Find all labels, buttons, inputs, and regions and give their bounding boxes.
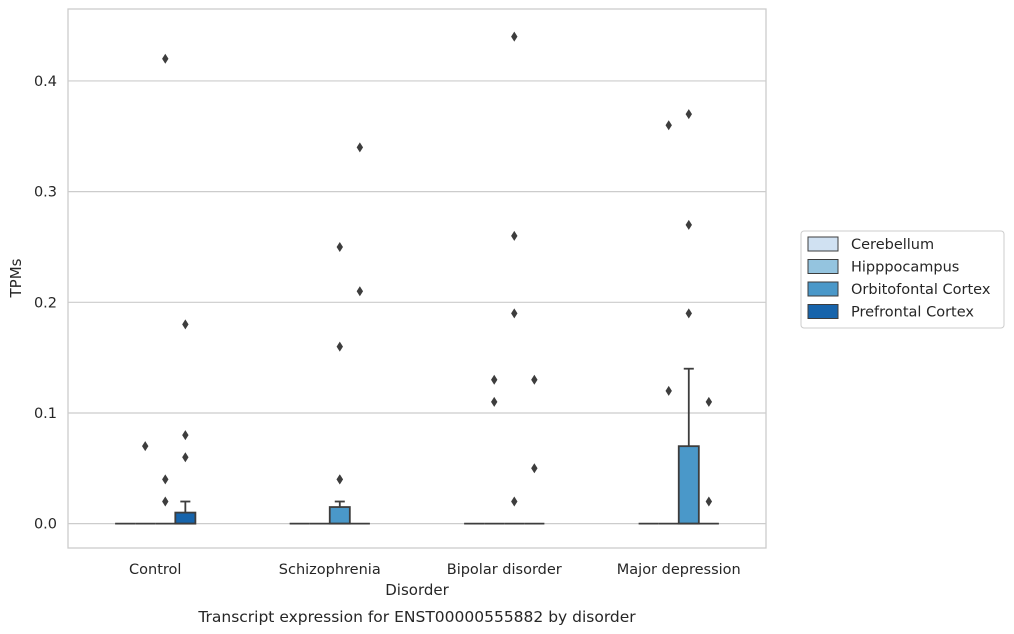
legend-label: Cerebellum bbox=[851, 237, 934, 253]
outlier-point bbox=[531, 463, 538, 474]
y-tick-label: 0.0 bbox=[34, 517, 57, 533]
y-tick-label: 0.4 bbox=[34, 74, 57, 90]
plot-frame bbox=[67, 8, 767, 549]
outlier-point bbox=[685, 308, 692, 319]
outlier-point bbox=[685, 109, 692, 120]
legend-swatch bbox=[807, 259, 839, 274]
outlier-point bbox=[336, 474, 343, 485]
box-group bbox=[658, 120, 679, 525]
box-group bbox=[328, 241, 351, 525]
box-group bbox=[524, 374, 545, 525]
legend-swatch bbox=[807, 281, 839, 297]
box-group bbox=[504, 31, 525, 525]
outlier-point bbox=[336, 241, 343, 252]
outlier-point bbox=[356, 142, 364, 153]
outlier-point bbox=[356, 286, 364, 297]
legend: Cerebellum Hipppocampus Orbitofontal Corte… bbox=[800, 230, 1005, 329]
x-axis-label: Disorder bbox=[385, 581, 449, 599]
x-tick-label: Major depression bbox=[617, 562, 741, 578]
outlier-point bbox=[336, 341, 343, 352]
outlier-point bbox=[182, 430, 189, 441]
outlier-point bbox=[511, 31, 518, 42]
legend-label: Hipppocampus bbox=[851, 260, 959, 276]
box-group bbox=[135, 441, 156, 525]
box bbox=[174, 511, 197, 525]
box-group bbox=[484, 374, 505, 525]
legend-label: Orbitofontal Cortex bbox=[851, 282, 991, 298]
box-group bbox=[155, 53, 176, 525]
outlier-point bbox=[665, 120, 672, 131]
legend-frame bbox=[800, 230, 1005, 329]
legend-swatch bbox=[807, 236, 839, 252]
y-axis-label: TPMs bbox=[7, 258, 25, 298]
plot-marks bbox=[115, 31, 719, 525]
box-group bbox=[698, 396, 719, 525]
box-group bbox=[677, 109, 700, 525]
y-tick-label: 0.3 bbox=[34, 185, 57, 201]
outlier-point bbox=[511, 230, 518, 241]
chart-caption: Transcript expression for ENST0000055588… bbox=[197, 608, 636, 626]
outlier-point bbox=[162, 496, 169, 507]
box-group bbox=[174, 319, 197, 525]
outlier-point bbox=[162, 53, 169, 64]
y-tick-label: 0.2 bbox=[34, 295, 57, 311]
x-axis-ticks: Control Schizophrenia Bipolar disorder Majo… bbox=[129, 562, 741, 578]
outlier-point bbox=[665, 385, 672, 396]
outlier-point bbox=[182, 452, 189, 463]
outlier-point bbox=[705, 496, 713, 507]
outlier-point bbox=[705, 396, 713, 407]
box bbox=[677, 445, 700, 525]
box bbox=[328, 506, 351, 525]
outlier-point bbox=[531, 374, 538, 385]
outlier-point bbox=[511, 496, 518, 507]
x-tick-label: Schizophrenia bbox=[279, 562, 381, 578]
outlier-point bbox=[142, 441, 149, 452]
box-group bbox=[349, 142, 370, 525]
legend-swatch bbox=[807, 304, 839, 319]
y-axis-ticks: 0.0 0.1 0.2 0.3 0.4 bbox=[34, 74, 57, 533]
outlier-point bbox=[491, 374, 498, 385]
x-tick-label: Control bbox=[129, 562, 181, 578]
grid-lines bbox=[68, 80, 766, 525]
outlier-point bbox=[182, 319, 189, 330]
outlier-point bbox=[162, 474, 169, 485]
x-tick-label: Bipolar disorder bbox=[447, 562, 562, 578]
legend-label: Prefrontal Cortex bbox=[851, 305, 974, 321]
y-tick-label: 0.1 bbox=[34, 406, 57, 422]
outlier-point bbox=[491, 396, 498, 407]
outlier-point bbox=[511, 308, 518, 319]
outlier-point bbox=[685, 219, 692, 230]
